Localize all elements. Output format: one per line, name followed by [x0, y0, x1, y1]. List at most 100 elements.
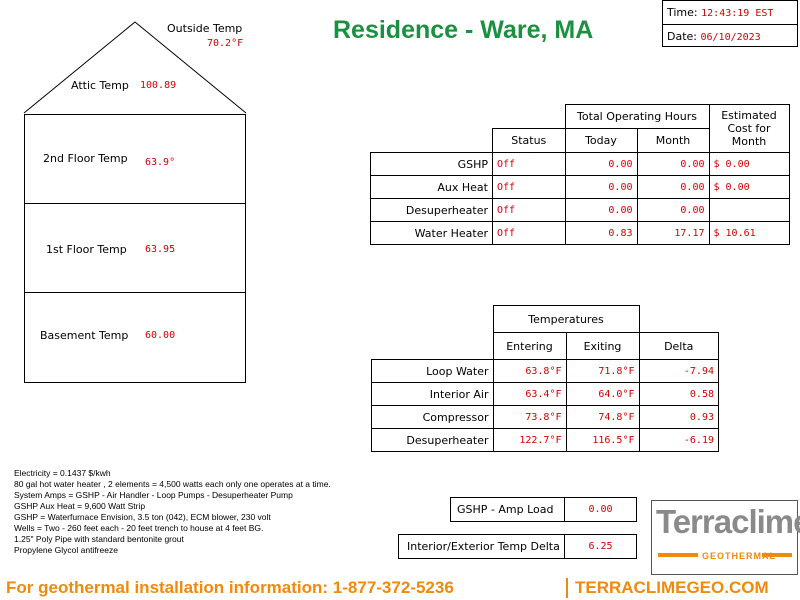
date-value: 06/10/2023 — [700, 32, 761, 43]
time-date-box: Time: 12:43:19 EST Date: 06/10/2023 — [662, 0, 798, 47]
table-row: Compressor 73.8°F 74.8°F 0.93 — [371, 405, 719, 429]
terraclime-logo: Terraclime GEOTHERMAL — [651, 500, 800, 575]
delta-col-header: Delta — [638, 332, 719, 360]
status-col-header: Status — [492, 128, 566, 153]
equipment-table: Total Operating Hours Estimated Cost for… — [370, 104, 790, 245]
floor1-temp-value: 63.95 — [145, 244, 176, 255]
equipment-today: 0.00 — [564, 198, 638, 222]
temp-exiting: 116.5°F — [565, 428, 640, 452]
amp-load-label-box: GSHP - Amp Load — [450, 497, 565, 522]
temp-entering: 122.7°F — [492, 428, 567, 452]
outside-temp-value: 70.2°F — [207, 38, 244, 49]
floor2-temp-value: 63.9° — [145, 157, 176, 168]
attic-temp-label: Attic Temp — [71, 79, 129, 92]
note-line: System Amps = GSHP - Air Handler - Loop … — [14, 490, 293, 500]
temp-name: Interior Air — [371, 382, 494, 406]
equipment-status: Off — [492, 221, 566, 245]
footer-website-link[interactable]: TERRACLIMEGEO.COM — [575, 578, 769, 597]
note-line: Electricity = 0.1437 $/kwh — [14, 468, 111, 478]
temp-exiting: 71.8°F — [565, 359, 640, 383]
time-value: 12:43:19 EST — [701, 8, 774, 19]
table-row: Desuperheater 122.7°F 116.5°F -6.19 — [371, 428, 719, 452]
temp-name: Compressor — [371, 405, 494, 429]
outside-temp-label: Outside Temp — [167, 22, 243, 35]
equipment-today: 0.83 — [564, 221, 638, 245]
equipment-month: 0.00 — [636, 175, 710, 199]
logo-accent-bar — [762, 553, 792, 557]
table-row: GSHP Off 0.00 0.00 $ 0.00 — [370, 152, 790, 176]
temp-delta-label-box: Interior/Exterior Temp Delta — [398, 534, 565, 559]
time-label: Time: — [667, 6, 698, 19]
temp-delta: -6.19 — [638, 428, 719, 452]
amp-load-value: 0.00 — [564, 497, 637, 522]
equipment-status: Off — [492, 152, 566, 176]
amp-load-label: GSHP - Amp Load — [457, 503, 554, 516]
footer-banner: For geothermal installation information:… — [0, 576, 800, 600]
note-line: GSHP = Waterfurnace Envision, 3.5 ton (0… — [14, 512, 271, 522]
month-col-header: Month — [636, 128, 710, 153]
temp-delta: 0.58 — [638, 382, 719, 406]
floor1-temp-label: 1st Floor Temp — [46, 243, 127, 256]
footer-separator — [566, 578, 568, 598]
equipment-name: GSHP — [370, 152, 493, 176]
today-col-header: Today — [564, 128, 638, 153]
equipment-status: Off — [492, 198, 566, 222]
equipment-name: Water Heater — [370, 221, 493, 245]
house-diagram — [23, 21, 247, 383]
temp-entering: 63.4°F — [492, 382, 567, 406]
equipment-cost — [708, 198, 790, 222]
note-line: Propylene Glycol antifreeze — [14, 545, 118, 555]
page-title: Residence - Ware, MA — [333, 16, 594, 44]
equipment-cost: $ 0.00 — [708, 152, 790, 176]
temp-name: Loop Water — [371, 359, 494, 383]
temp-delta-label: Interior/Exterior Temp Delta — [407, 540, 560, 553]
equipment-month: 0.00 — [636, 152, 710, 176]
temp-exiting: 64.0°F — [565, 382, 640, 406]
equipment-cost: $ 10.61 — [708, 221, 790, 245]
date-row: Date: 06/10/2023 — [663, 24, 797, 48]
footer-contact: For geothermal installation information:… — [6, 578, 454, 597]
temp-name: Desuperheater — [371, 428, 494, 452]
basement-temp-value: 60.00 — [145, 330, 176, 341]
table-row: Water Heater Off 0.83 17.17 $ 10.61 — [370, 221, 790, 245]
logo-subtitle: GEOTHERMAL — [702, 551, 776, 561]
estimated-cost-header: Estimated Cost for Month — [708, 104, 790, 153]
equipment-today: 0.00 — [564, 152, 638, 176]
operating-hours-header: Total Operating Hours — [564, 104, 710, 129]
basement-temp-label: Basement Temp — [40, 329, 129, 342]
table-row: Loop Water 63.8°F 71.8°F -7.94 — [371, 359, 719, 383]
table-row: Aux Heat Off 0.00 0.00 $ 0.00 — [370, 175, 790, 199]
equipment-name: Aux Heat — [370, 175, 493, 199]
temp-delta: -7.94 — [638, 359, 719, 383]
floor2-temp-label: 2nd Floor Temp — [43, 152, 128, 165]
note-line: 1.25" Poly Pipe with standard bentonite … — [14, 534, 184, 544]
equipment-month: 0.00 — [636, 198, 710, 222]
table-row: Interior Air 63.4°F 64.0°F 0.58 — [371, 382, 719, 406]
logo-accent-bar — [658, 553, 698, 557]
table-row: Desuperheater Off 0.00 0.00 — [370, 198, 790, 222]
note-line: Wells = Two - 260 feet each - 20 feet tr… — [14, 523, 264, 533]
logo-wordmark: Terraclime — [656, 503, 800, 540]
equipment-today: 0.00 — [564, 175, 638, 199]
temp-delta-value: 6.25 — [564, 534, 637, 559]
note-line: 80 gal hot water heater , 2 elements = 4… — [14, 479, 331, 489]
temperatures-header: Temperatures — [492, 305, 640, 333]
house-walls — [24, 114, 246, 383]
equipment-month: 17.17 — [636, 221, 710, 245]
note-line: GSHP Aux Heat = 9,600 Watt Strip — [14, 501, 146, 511]
house-roof — [23, 21, 247, 114]
temp-entering: 63.8°F — [492, 359, 567, 383]
date-label: Date: — [667, 30, 697, 43]
system-notes: Electricity = 0.1437 $/kwh 80 gal hot wa… — [14, 468, 331, 556]
entering-col-header: Entering — [492, 332, 567, 360]
exiting-col-header: Exiting — [565, 332, 640, 360]
temp-entering: 73.8°F — [492, 405, 567, 429]
temp-exiting: 74.8°F — [565, 405, 640, 429]
equipment-status: Off — [492, 175, 566, 199]
attic-temp-value: 100.89 — [140, 80, 177, 91]
equipment-name: Desuperheater — [370, 198, 493, 222]
equipment-cost: $ 0.00 — [708, 175, 790, 199]
temp-delta: 0.93 — [638, 405, 719, 429]
time-row: Time: 12:43:19 EST — [663, 1, 797, 24]
temperatures-table: Temperatures Entering Exiting Delta Loop… — [371, 305, 719, 452]
